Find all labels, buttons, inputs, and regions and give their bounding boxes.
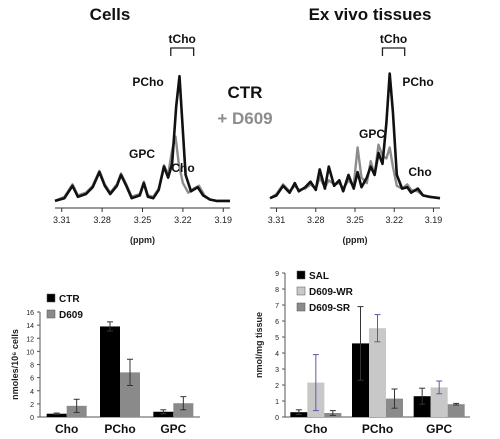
y-tick-label: 14 <box>26 323 34 330</box>
category-label-pcho: PCho <box>362 422 393 436</box>
x-tick-label: 3.31 <box>53 215 71 225</box>
y-tick-label: 1 <box>275 399 279 406</box>
y-tick-label: 4 <box>30 389 34 396</box>
y-tick-label: 2 <box>30 402 34 409</box>
x-tick-label: 3.31 <box>268 215 286 225</box>
x-axis-label: (ppm) <box>130 235 155 245</box>
y-tick-label: 4 <box>275 351 279 358</box>
cells-spectrum: 3.31 3.28 3.25 3.22 3.19 (ppm) tCho PCho GPC Cho <box>53 32 232 245</box>
bar-sal-gpc <box>413 396 431 417</box>
y-tick-label: 7 <box>275 303 279 310</box>
tcho-label: tCho <box>380 32 407 46</box>
legend-label-sal: SAL <box>309 271 329 282</box>
x-tick-label: 3.19 <box>215 215 233 225</box>
peak-label-pcho: PCho <box>402 75 433 89</box>
x-tick-label: 3.22 <box>174 215 192 225</box>
tcho-bracket <box>381 47 406 56</box>
category-label-gpc: GPC <box>160 422 186 436</box>
legend-label-ctr: CTR <box>59 294 80 305</box>
y-tick-label: 10 <box>26 349 34 356</box>
bar-d609-wr-gpc <box>430 387 448 417</box>
legend-swatch-ctr <box>46 293 56 303</box>
category-label-cho: Cho <box>304 422 327 436</box>
y-tick-label: 6 <box>30 376 34 383</box>
y-tick-label: 8 <box>275 287 279 294</box>
y-tick-label: 2 <box>275 383 279 390</box>
legend-label-d609: D609 <box>59 310 83 321</box>
tcho-bracket <box>170 47 195 56</box>
x-tick-label: 3.28 <box>93 215 111 225</box>
tissue-spectrum: 3.31 3.28 3.25 3.22 3.19 (ppm) tCho PCho GPC Cho <box>268 32 442 245</box>
y-tick-label: 12 <box>26 336 34 343</box>
x-tick-label: 3.25 <box>134 215 152 225</box>
y-tick-label: 6 <box>275 319 279 326</box>
spectrum-line-ctr <box>54 74 230 203</box>
x-tick-label: 3.22 <box>385 215 403 225</box>
spectrum-line-ctr <box>269 72 441 200</box>
x-tick-label: 3.25 <box>346 215 364 225</box>
peak-label-gpc: GPC <box>129 147 155 161</box>
category-label-cho: Cho <box>55 422 78 436</box>
y-tick-label: 3 <box>275 367 279 374</box>
bar-d609-pcho <box>120 372 140 417</box>
peak-label-gpc: GPC <box>359 127 385 141</box>
bar-ctr-gpc <box>153 411 174 417</box>
bar-d609-wr-pcho <box>369 328 386 417</box>
category-label-pcho: PCho <box>104 422 135 436</box>
tissue-title: Ex vivo tissues <box>309 5 432 24</box>
y-tick-label: 5 <box>275 335 279 342</box>
legend-label-d609-wr: D609-WR <box>309 287 354 298</box>
y-tick-label: 0 <box>275 415 279 422</box>
legend-swatch-d609-wr <box>296 286 306 296</box>
category-label-gpc: GPC <box>426 422 452 436</box>
y-tick-label: 0 <box>30 415 34 422</box>
y-tick-label: 9 <box>275 271 279 278</box>
cells-title: Cells <box>90 5 131 24</box>
y-tick-label: 8 <box>30 363 34 370</box>
legend-label-d609-sr: D609-SR <box>309 303 351 314</box>
legend-swatch-sal <box>296 270 306 280</box>
x-tick-label: 3.19 <box>425 215 443 225</box>
peak-label-pcho: PCho <box>132 75 163 89</box>
cells-bar-chart: 0 2 4 6 8 10 12 14 16 nmoles/10⁶ cells Cho PCho GPC C… <box>10 293 200 436</box>
tcho-label: tCho <box>169 32 196 46</box>
tissue-bar-chart: 0 1 2 3 4 5 6 7 8 9 nmol/mg tissue Cho PCho GPC SAL D60… <box>254 270 470 436</box>
bar-ctr-pcho <box>100 326 120 417</box>
y-tick-label: 16 <box>26 310 34 317</box>
x-tick-label: 3.28 <box>307 215 325 225</box>
legend-ctr: CTR <box>228 83 263 102</box>
peak-label-cho: Cho <box>408 165 431 179</box>
peak-label-cho: Cho <box>171 161 194 175</box>
y-axis-label: nmoles/10⁶ cells <box>10 329 20 400</box>
bar-d609-sr-gpc <box>447 404 465 417</box>
legend-d609: + D609 <box>217 109 272 128</box>
legend-swatch-d609 <box>46 309 56 319</box>
y-axis-label: nmol/mg tissue <box>254 312 264 378</box>
x-axis-label: (ppm) <box>343 235 368 245</box>
legend-swatch-d609-sr <box>296 302 306 312</box>
bar-ctr-cho <box>46 413 67 417</box>
